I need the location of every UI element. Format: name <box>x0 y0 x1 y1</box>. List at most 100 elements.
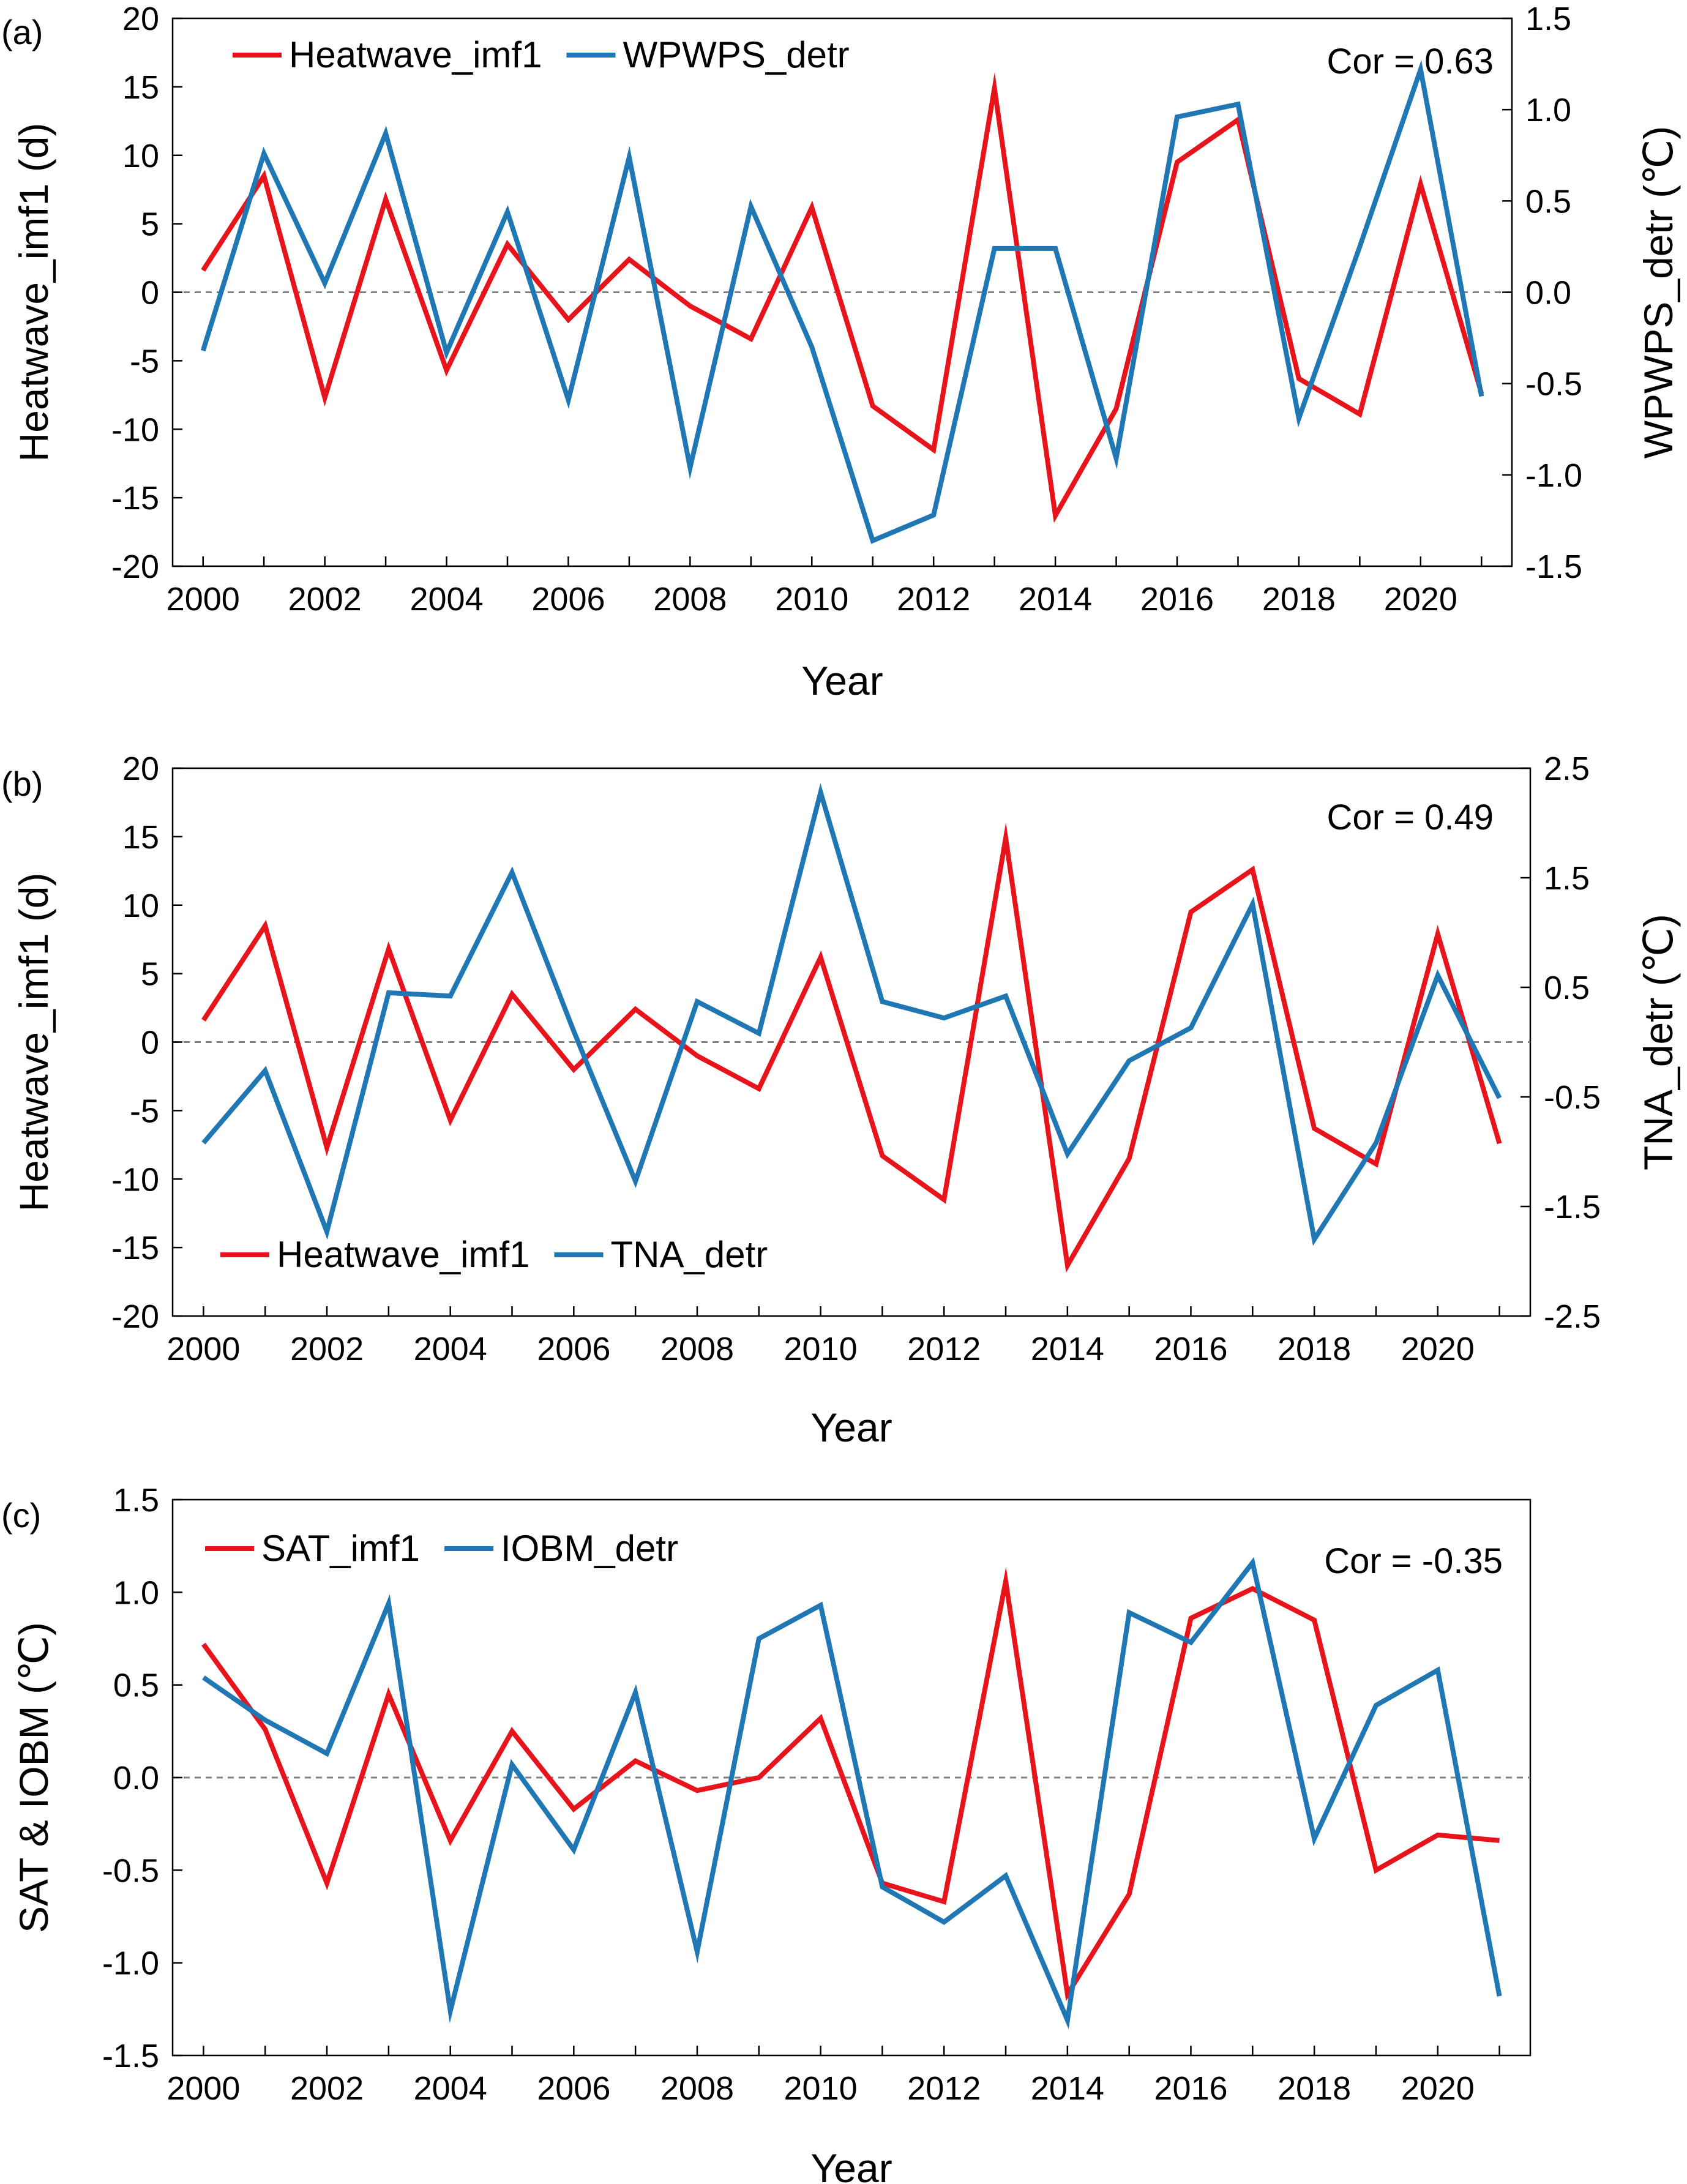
x-tick-label: 2008 <box>660 2070 734 2107</box>
y-left-axis-title: SAT & IOBM (℃) <box>11 1622 56 1933</box>
y-left-tick-label: -15 <box>111 480 159 517</box>
x-tick-label: 2000 <box>166 581 240 618</box>
y-left-tick-label: 20 <box>122 1 159 37</box>
x-tick-label: 2008 <box>653 581 727 618</box>
y-left-tick-label: -5 <box>130 343 159 380</box>
x-tick-label: 2004 <box>410 581 483 618</box>
y-right-tick-label: -1.5 <box>1525 548 1582 585</box>
y-left-tick-label: -1.0 <box>102 1945 159 1982</box>
y-left-tick-label: 20 <box>122 750 159 787</box>
y-right-tick-label: -0.5 <box>1544 1079 1601 1116</box>
y-right-tick-label: 0.5 <box>1525 183 1571 220</box>
y-right-tick-label: -1.5 <box>1544 1189 1601 1225</box>
y-left-tick-label: -10 <box>111 1161 159 1198</box>
correlation-annotation: Cor = 0.49 <box>1327 798 1494 837</box>
x-tick-label: 2012 <box>907 1331 981 1367</box>
x-tick-label: 2018 <box>1277 2070 1351 2107</box>
x-tick-label: 2020 <box>1401 1331 1475 1367</box>
x-tick-label: 2016 <box>1154 2070 1227 2107</box>
y-left-tick-label: 5 <box>141 206 159 243</box>
panel-label: (c) <box>1 1496 41 1535</box>
y-right-tick-label: -1.0 <box>1525 457 1582 494</box>
x-tick-label: 2002 <box>290 1331 364 1367</box>
series-line-WPWPS_detr <box>200 59 1484 544</box>
y-left-axis-title: Heatwave_imf1 (d) <box>11 123 56 462</box>
legend-entry: WPWPS_detr <box>623 34 850 75</box>
x-tick-label: 2014 <box>1019 581 1092 618</box>
y-left-tick-label: -10 <box>111 411 159 448</box>
y-left-tick-label: 0 <box>141 1025 159 1061</box>
y-right-tick-label: -0.5 <box>1525 366 1582 403</box>
legend-entry: Heatwave_imf1 <box>277 1234 530 1275</box>
x-tick-label: 2018 <box>1262 581 1336 618</box>
x-tick-label: 2010 <box>784 1331 858 1367</box>
series-line-SAT_imf1 <box>201 1566 1500 2002</box>
x-tick-label: 2012 <box>907 2070 981 2107</box>
series-line-TNA_detr <box>201 783 1502 1246</box>
x-tick-label: 2016 <box>1140 581 1214 618</box>
x-tick-label: 2012 <box>897 581 970 618</box>
x-tick-label: 2002 <box>290 2070 364 2107</box>
y-left-tick-label: -20 <box>111 1298 159 1335</box>
legend-entry: TNA_detr <box>611 1234 768 1275</box>
x-tick-label: 2010 <box>784 2070 858 2107</box>
y-right-tick-label: -2.5 <box>1544 1298 1601 1335</box>
panel-label: (b) <box>1 765 43 803</box>
x-tick-label: 2006 <box>537 2070 610 2107</box>
y-left-tick-label: 5 <box>141 956 159 993</box>
x-tick-label: 2020 <box>1384 581 1457 618</box>
y-left-tick-label: -0.5 <box>102 1852 159 1889</box>
y-right-axis-title: WPWPS_detr (℃) <box>1636 126 1681 459</box>
x-tick-label: 2010 <box>775 581 848 618</box>
x-tick-label: 2006 <box>531 581 605 618</box>
y-left-tick-label: -20 <box>111 548 159 585</box>
x-tick-label: 2014 <box>1031 2070 1104 2107</box>
y-left-tick-label: 0.0 <box>113 1760 159 1797</box>
x-tick-label: 2000 <box>166 2070 240 2107</box>
panel-b: 2000 2002 2004 2006 2008 2010 2012 2014 2016 2018… <box>1 750 1681 1450</box>
x-axis-title: Year <box>801 658 883 703</box>
x-tick-label: 2020 <box>1401 2070 1475 2107</box>
x-tick-label: 2004 <box>414 1331 487 1367</box>
y-right-tick-label: 1.0 <box>1525 92 1571 129</box>
y-left-tick-label: 1.0 <box>113 1574 159 1611</box>
y-right-tick-label: 1.5 <box>1525 1 1571 37</box>
y-right-tick-label: 0.0 <box>1525 275 1571 312</box>
x-tick-label: 2002 <box>288 581 362 618</box>
x-axis-title: Year <box>810 2145 892 2184</box>
legend-entry: IOBM_detr <box>501 1528 678 1569</box>
panel-a: 2000 2002 2004 2006 2008 2010 2012 2014 2016 2018… <box>1 1 1681 703</box>
y-right-axis-title: TNA_detr (℃) <box>1636 914 1681 1170</box>
x-tick-label: 2004 <box>414 2070 487 2107</box>
series-line-Heatwave_imf1 <box>201 822 1502 1273</box>
y-left-tick-label: 1.5 <box>113 1482 159 1519</box>
x-tick-label: 2006 <box>537 1331 610 1367</box>
panel-c: 2000 2002 2004 2006 2008 2010 2012 2014 2016 2018… <box>1 1482 1532 2184</box>
y-left-tick-label: 15 <box>122 819 159 856</box>
y-left-axis-title: Heatwave_imf1 (d) <box>11 873 56 1212</box>
y-left-tick-label: -15 <box>111 1230 159 1266</box>
y-left-tick-label: -5 <box>130 1093 159 1129</box>
legend-entry: SAT_imf1 <box>261 1528 420 1569</box>
correlation-annotation: Cor = 0.63 <box>1327 42 1494 81</box>
x-tick-label: 2018 <box>1277 1331 1351 1367</box>
series-line-IOBM_detr <box>202 1557 1502 2030</box>
panel-label: (a) <box>1 13 43 51</box>
correlation-annotation: Cor = -0.35 <box>1324 1541 1503 1581</box>
y-right-tick-label: 2.5 <box>1544 750 1590 787</box>
y-left-tick-label: 10 <box>122 888 159 924</box>
y-right-tick-label: 1.5 <box>1544 860 1590 897</box>
legend-entry: Heatwave_imf1 <box>289 34 542 75</box>
x-tick-label: 2014 <box>1031 1331 1104 1367</box>
x-tick-label: 2016 <box>1154 1331 1227 1367</box>
y-left-tick-label: 10 <box>122 138 159 174</box>
y-left-tick-label: 0 <box>141 275 159 312</box>
x-tick-label: 2000 <box>166 1331 240 1367</box>
y-left-tick-label: -1.5 <box>102 2038 159 2074</box>
y-left-tick-label: 15 <box>122 69 159 106</box>
y-right-tick-label: 0.5 <box>1544 970 1590 1006</box>
x-tick-label: 2008 <box>660 1331 734 1367</box>
x-axis-title: Year <box>810 1405 892 1450</box>
y-left-tick-label: 0.5 <box>113 1667 159 1704</box>
